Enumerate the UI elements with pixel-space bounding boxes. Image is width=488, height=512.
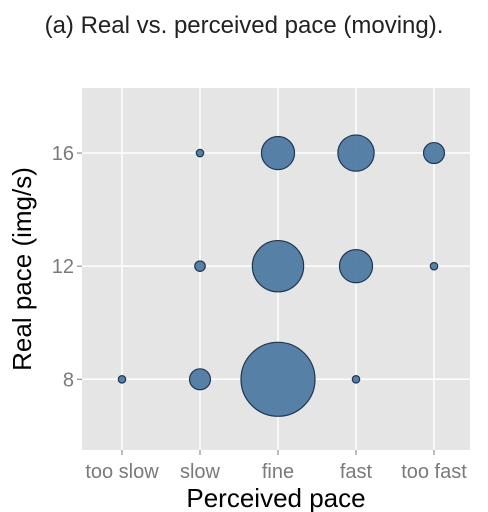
bubble bbox=[240, 341, 316, 417]
bubble bbox=[338, 249, 374, 284]
bubble bbox=[337, 134, 375, 172]
x-axis-title: Perceived pace bbox=[186, 483, 365, 512]
x-tick-label: fine bbox=[262, 461, 294, 483]
bubble bbox=[351, 374, 361, 384]
bubble bbox=[260, 135, 296, 171]
bubble bbox=[422, 141, 446, 165]
x-tick-label: too slow bbox=[85, 461, 159, 483]
bubbles bbox=[117, 134, 446, 417]
x-tick-label: too fast bbox=[401, 461, 467, 483]
bubble bbox=[195, 148, 205, 158]
y-axis-title: Real pace (img/s) bbox=[7, 167, 37, 371]
y-tick-label: 8 bbox=[63, 369, 74, 391]
y-tick-label: 16 bbox=[52, 143, 74, 165]
bubble bbox=[251, 239, 305, 293]
bubble bbox=[194, 260, 206, 273]
y-tick-labels: 8 12 16 bbox=[52, 143, 82, 391]
x-tick-labels: too slow slow fine fast too fast bbox=[85, 450, 467, 483]
bubble bbox=[117, 374, 127, 384]
bubble bbox=[429, 261, 439, 271]
y-tick-label: 12 bbox=[52, 256, 74, 278]
x-tick-label: fast bbox=[340, 461, 373, 483]
figure-caption: (a) Real vs. perceived pace (moving). bbox=[44, 12, 444, 39]
bubble bbox=[188, 368, 212, 391]
x-tick-label: slow bbox=[180, 461, 221, 483]
